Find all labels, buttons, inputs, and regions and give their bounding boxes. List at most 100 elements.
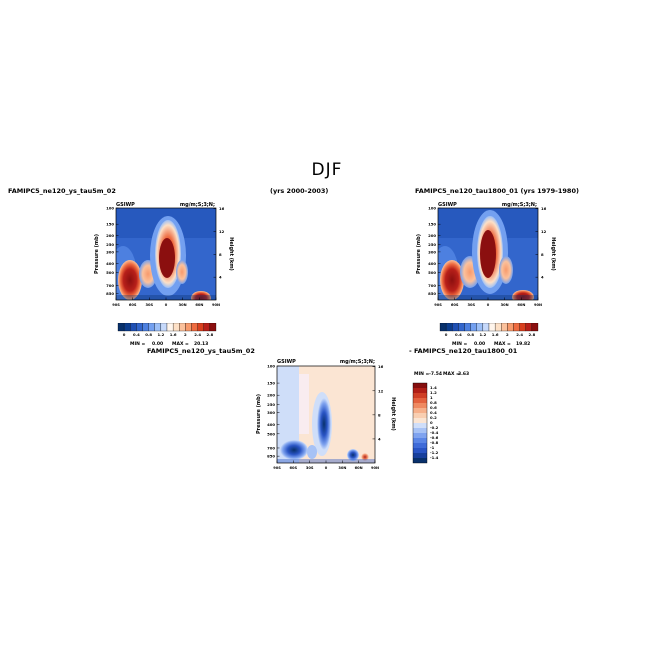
- plot-1-title-right: mg/m;S;3;N;: [180, 202, 215, 208]
- plot-1-min-label: MIN =: [130, 341, 145, 347]
- plot-3-ylabel: Pressure (mb): [256, 394, 262, 434]
- plot-3-region-tropics: [317, 398, 331, 450]
- y-tick-label: 300: [106, 249, 114, 254]
- colorbar-swatch: [413, 453, 427, 458]
- plot-3-min-value: -7.54: [429, 371, 442, 377]
- colorbar-label: 0.8: [467, 332, 474, 337]
- colorbar-frame: [412, 382, 428, 464]
- y-tick-label: 400: [428, 261, 436, 266]
- y-tick-label: 200: [267, 393, 275, 398]
- y-right-tick-label: 4: [378, 436, 381, 441]
- x-tick-label: 30S: [306, 466, 314, 470]
- plot-2-field: [438, 208, 538, 300]
- plot-2-ylabel: Pressure (mb): [416, 234, 422, 274]
- x-tick-label: 60N: [517, 303, 525, 307]
- colorbar-swatch: [531, 323, 539, 332]
- y-tick-label: 100: [267, 364, 275, 369]
- colorbar-swatch: [513, 323, 520, 332]
- x-tick-label: 60S: [290, 466, 298, 470]
- y-right-tick-label: 4: [541, 275, 544, 280]
- y-tick-label: 300: [267, 410, 275, 415]
- colorbar-swatch: [458, 323, 465, 332]
- x-tick-label: 30S: [146, 303, 154, 307]
- colorbar-swatch: [130, 323, 137, 332]
- plot-3-field: [277, 366, 375, 463]
- colorbar-swatch: [470, 323, 477, 332]
- plot-1-min-value: 0.00: [152, 341, 163, 347]
- colorbar-label: 0.4: [133, 332, 140, 337]
- plot-3-title-right: mg/m;S;3;N;: [340, 359, 375, 365]
- plot-3-colorbar: 1.41.210.80.60.40.20-0.2-0.4-0.6-0.8-1-1…: [412, 382, 439, 464]
- plot-3-region-northern-midlat: [347, 449, 359, 461]
- x-tick-label: 30N: [501, 303, 509, 307]
- colorbar-swatch: [439, 323, 447, 332]
- y-tick-label: 150: [106, 222, 114, 227]
- x-tick-label: 90S: [273, 466, 281, 470]
- x-tick-label: 60S: [129, 303, 137, 307]
- x-tick-label: 90N: [212, 303, 220, 307]
- y-tick-label: 250: [428, 242, 436, 247]
- plot-1-region-southern-midlat: [118, 260, 142, 300]
- bottom-caption-right: - FAMIPC5_ne120_tau1800_01: [409, 347, 518, 355]
- colorbar-label: 1.2: [158, 332, 165, 337]
- colorbar-label: 0.2: [430, 415, 437, 420]
- colorbar-swatch: [413, 443, 427, 448]
- colorbar-swatch: [413, 418, 427, 423]
- colorbar-swatch: [413, 403, 427, 408]
- y-tick-label: 400: [106, 261, 114, 266]
- colorbar-swatch: [413, 388, 427, 393]
- colorbar-swatch: [464, 323, 471, 332]
- plot-3-region-northern-positive: [361, 453, 369, 461]
- bottom-caption-left: FAMIPC5_ne120_ys_tau5m_02: [147, 347, 255, 355]
- colorbar-swatch: [136, 323, 143, 332]
- colorbar-swatch: [476, 323, 484, 332]
- plot-2-colorbar: 0 0.4 0.8 1.2 1.6 2 2.4 2.8 MIN = 0.00 MAX = 19…: [439, 323, 539, 347]
- y-tick-label: 200: [428, 233, 436, 238]
- colorbar-label: 2: [184, 332, 187, 337]
- plot-3-contour: GSIWP mg/m;S;3;N; Pressure (mb) Height (…: [256, 359, 396, 470]
- x-tick-label: 90N: [371, 466, 379, 470]
- colorbar-label: 0: [430, 420, 433, 425]
- plot-3-max-value: 3.63: [458, 371, 469, 377]
- y-right-tick-label: 12: [378, 388, 384, 393]
- y-right-tick-label: 16: [541, 206, 547, 211]
- colorbar-swatch: [191, 323, 198, 332]
- colorbar-swatch: [507, 323, 514, 332]
- y-tick-label: 700: [428, 283, 436, 288]
- y-right-tick-label: 16: [219, 206, 225, 211]
- plot-1-ylabel-right: Height (km): [228, 237, 234, 271]
- colorbar-swatch: [452, 323, 459, 332]
- colorbar-label: 2: [506, 332, 509, 337]
- top-left-caption: FAMIPC5_ne120_ys_tau5m_02: [8, 187, 116, 195]
- colorbar-label: 1.2: [430, 390, 437, 395]
- colorbar-label: 2.4: [194, 332, 201, 337]
- colorbar-label: 0.6: [430, 405, 437, 410]
- y-right-tick-label: 8: [219, 252, 222, 257]
- y-tick-label: 700: [267, 445, 275, 450]
- colorbar-label: 0: [445, 332, 448, 337]
- y-tick-label: 700: [106, 283, 114, 288]
- colorbar-swatch: [413, 408, 427, 413]
- x-tick-label: 90S: [434, 303, 442, 307]
- colorbar-swatch: [413, 398, 427, 403]
- y-tick-label: 500: [106, 270, 114, 275]
- x-tick-label: 30S: [468, 303, 476, 307]
- y-right-tick-label: 16: [378, 364, 384, 369]
- colorbar-swatch: [445, 323, 453, 332]
- colorbar-label: 1.6: [492, 332, 499, 337]
- colorbar-swatch: [413, 428, 427, 433]
- plot-2-max-value: 19.82: [516, 341, 530, 347]
- x-tick-label: 0: [165, 303, 168, 307]
- colorbar-label: 2.8: [529, 332, 536, 337]
- colorbar-label: -0.6: [430, 435, 439, 440]
- x-tick-label: 60N: [195, 303, 203, 307]
- x-tick-label: 60S: [451, 303, 459, 307]
- x-tick-label: 30N: [179, 303, 187, 307]
- colorbar-swatch: [209, 323, 217, 332]
- y-tick-label: 250: [267, 402, 275, 407]
- y-tick-label: 300: [428, 249, 436, 254]
- plot-1-contour: GSIWP mg/m;S;3;N; Pressure (mb) Height (…: [94, 202, 234, 307]
- x-tick-label: 90S: [112, 303, 120, 307]
- colorbar-swatch: [148, 323, 155, 332]
- plot-3-region-southern-midlat: [280, 440, 308, 460]
